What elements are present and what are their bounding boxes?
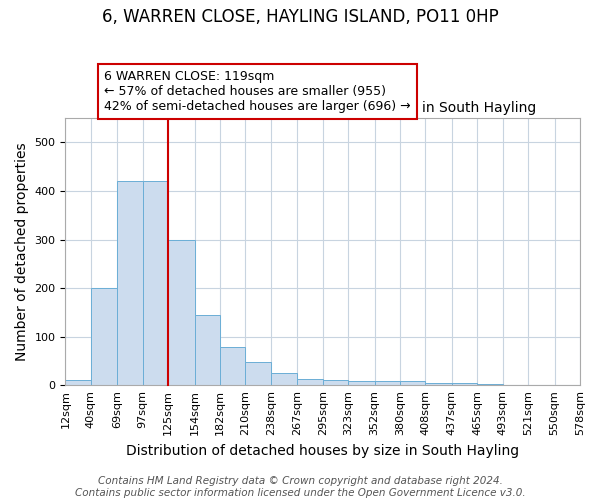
X-axis label: Distribution of detached houses by size in South Hayling: Distribution of detached houses by size … xyxy=(126,444,519,458)
Bar xyxy=(348,382,374,386)
Bar xyxy=(452,383,477,386)
Bar xyxy=(220,348,245,386)
Bar xyxy=(194,315,220,386)
Bar xyxy=(143,181,168,386)
Bar xyxy=(297,379,323,386)
Text: Contains HM Land Registry data © Crown copyright and database right 2024.
Contai: Contains HM Land Registry data © Crown c… xyxy=(74,476,526,498)
Text: 6, WARREN CLOSE, HAYLING ISLAND, PO11 0HP: 6, WARREN CLOSE, HAYLING ISLAND, PO11 0H… xyxy=(101,8,499,26)
Title: Size of property relative to detached houses in South Hayling: Size of property relative to detached ho… xyxy=(109,102,536,116)
Bar xyxy=(91,288,117,386)
Bar xyxy=(425,383,452,386)
Bar xyxy=(117,181,143,386)
Bar xyxy=(245,362,271,386)
Bar xyxy=(323,380,348,386)
Bar xyxy=(271,373,297,386)
Y-axis label: Number of detached properties: Number of detached properties xyxy=(15,142,29,361)
Text: 6 WARREN CLOSE: 119sqm
← 57% of detached houses are smaller (955)
42% of semi-de: 6 WARREN CLOSE: 119sqm ← 57% of detached… xyxy=(104,70,411,113)
Bar xyxy=(477,384,503,386)
Bar xyxy=(65,380,91,386)
Bar xyxy=(168,240,194,386)
Bar xyxy=(400,382,425,386)
Bar xyxy=(374,382,400,386)
